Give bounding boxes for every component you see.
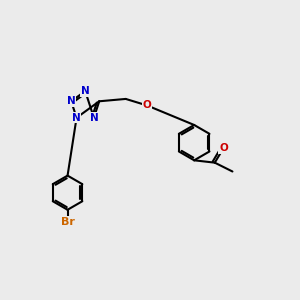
Text: O: O xyxy=(219,143,228,153)
Text: N: N xyxy=(81,86,90,96)
Text: O: O xyxy=(142,100,151,110)
Text: N: N xyxy=(67,96,76,106)
Text: N: N xyxy=(72,113,81,123)
Text: Br: Br xyxy=(61,217,74,227)
Text: N: N xyxy=(89,113,98,123)
